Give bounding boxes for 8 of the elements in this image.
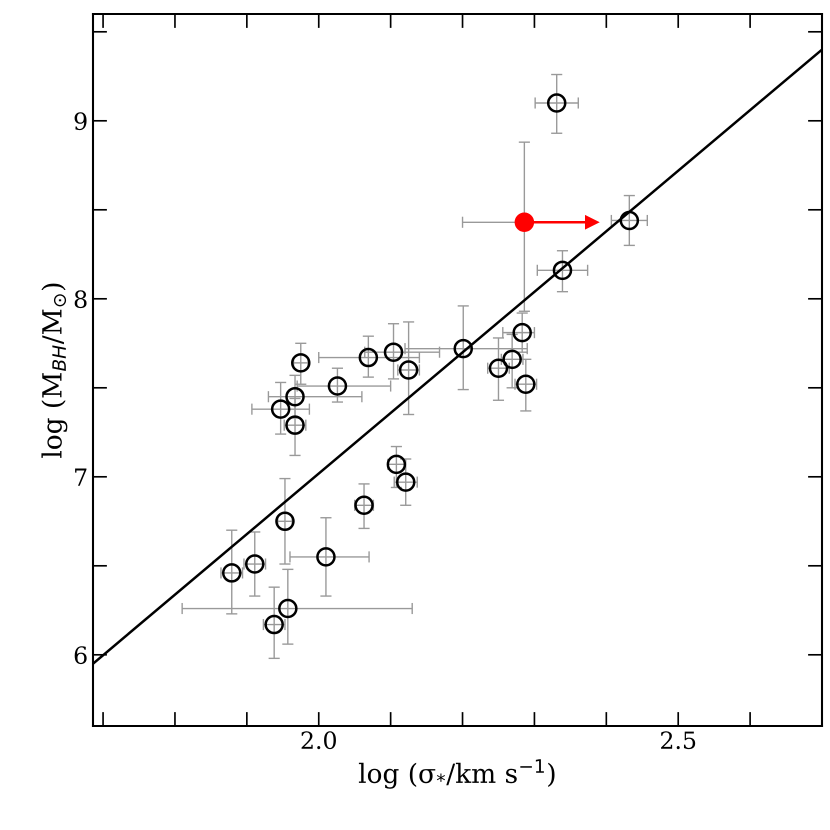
y-axis-title: log (M$_{BH}$/M$_{⊙}$) bbox=[41, 284, 68, 458]
x-tick-label: 2.5 bbox=[661, 731, 696, 750]
y-tick-label: 6 bbox=[74, 646, 87, 664]
y-tick-label: 8 bbox=[74, 290, 87, 308]
x-axis-title: log (σ$_{*}$/km s$^{−1}$) bbox=[358, 759, 555, 789]
y-tick-label: 9 bbox=[74, 112, 87, 130]
y-tick-label: 7 bbox=[75, 468, 86, 486]
x-tick-label: 2.0 bbox=[302, 731, 336, 750]
